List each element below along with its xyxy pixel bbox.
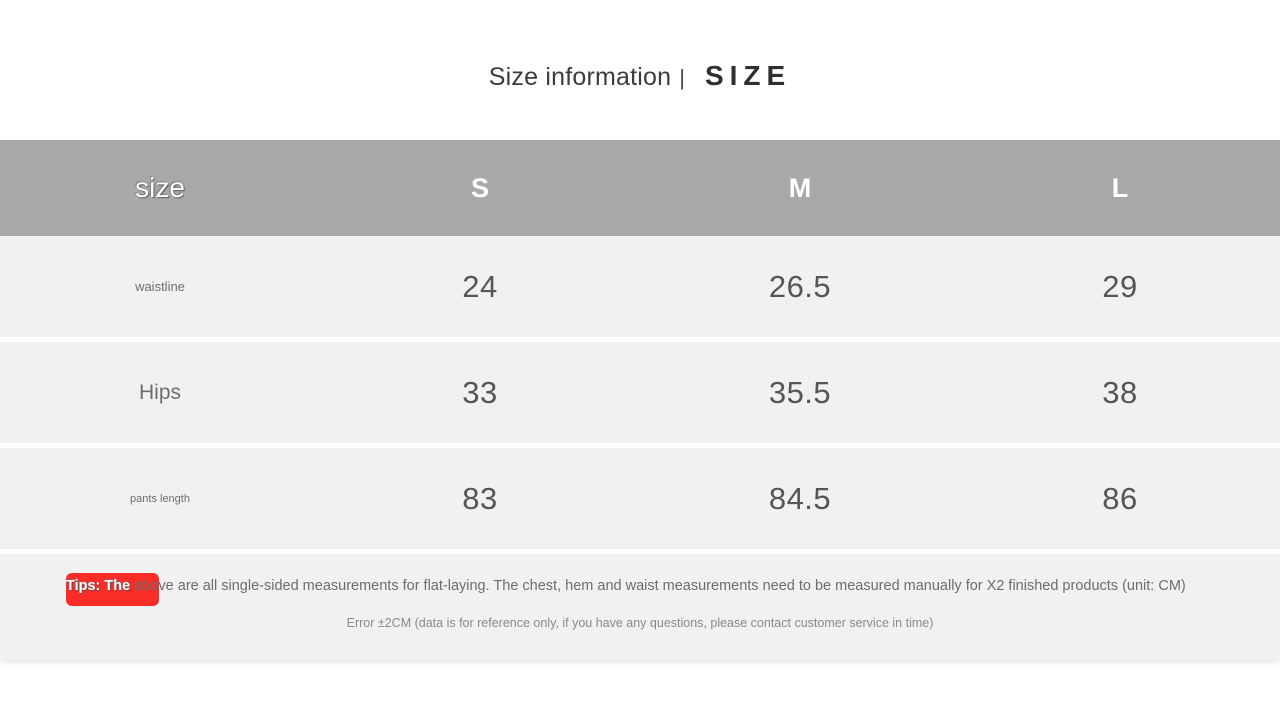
page-title: Size information | SIZE: [0, 0, 1280, 140]
table-row: waistline 24 26.5 29 31.5: [0, 236, 1280, 337]
title-emphasis-text: SIZE: [704, 60, 792, 91]
tips-label: Tips: The: [66, 578, 131, 594]
cell-pants-length-l: 86: [1102, 480, 1138, 516]
cell-pants-length-s: 83: [462, 480, 498, 516]
table-row: pants length 83 84.5 86 87.5: [0, 448, 1280, 549]
table-footer-note: Tips: The above are all single-sided mea…: [0, 554, 1280, 661]
row-label-cell: waistline: [0, 279, 320, 294]
column-header-size: size: [0, 172, 320, 204]
row-label-pants-length: pants length: [130, 492, 190, 505]
row-label-cell: pants length: [0, 493, 320, 505]
note-line-primary: Tips: The above are all single-sided mea…: [0, 573, 1280, 606]
cell-waistline-l: 29: [1102, 268, 1138, 304]
table-header-row: size S M L XL: [0, 140, 1280, 236]
cell-hips-s: 33: [462, 374, 498, 410]
note-text-primary: Tips: The above are all single-sided mea…: [66, 578, 1186, 594]
column-header-l: L: [1111, 172, 1129, 203]
table-row: Hips 33 35.5 38 40.5: [0, 342, 1280, 443]
tips-badge: [66, 573, 159, 606]
title-group: Size information | SIZE: [489, 60, 791, 92]
cell-waistline-m: 26.5: [768, 268, 832, 304]
row-label-waistline: waistline: [135, 279, 185, 294]
cell-waistline-s: 24: [462, 268, 498, 304]
cell-hips-m: 35.5: [768, 374, 832, 410]
title-separator: |: [679, 65, 685, 90]
note-line-secondary: Error ±2CM (data is for reference only, …: [346, 616, 934, 631]
size-table: size S M L XL waistline 24 26.5 29 31.5 …: [0, 140, 1280, 661]
row-label-hips: Hips: [138, 380, 181, 404]
cell-pants-length-m: 84.5: [768, 480, 832, 516]
column-header-s: S: [470, 172, 489, 203]
cell-hips-l: 38: [1102, 374, 1138, 410]
note-body-text: above are all single-sided measurements …: [130, 578, 1186, 594]
column-header-m: M: [788, 172, 812, 203]
row-label-cell: Hips: [0, 381, 320, 405]
title-main-text: Size information: [488, 63, 672, 91]
